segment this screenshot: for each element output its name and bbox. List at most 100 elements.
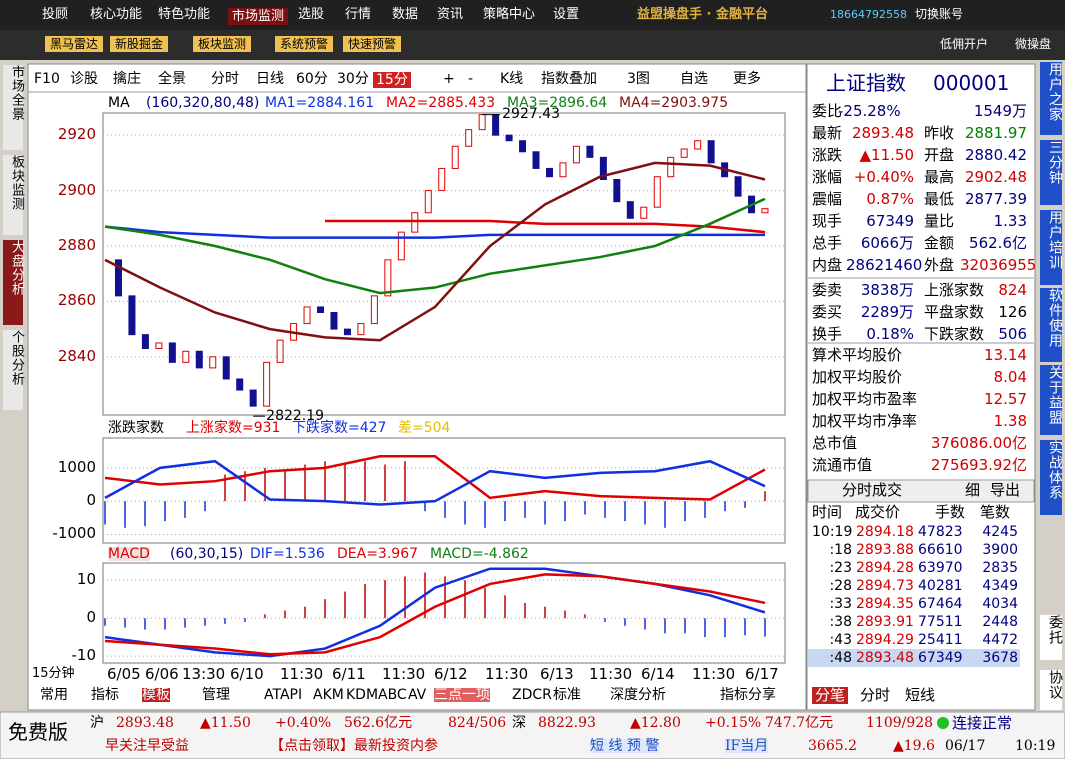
chart-tool[interactable]: 诊股 — [70, 71, 98, 87]
chart-tool[interactable]: 30分 — [337, 71, 369, 87]
toolbar-button[interactable]: 新股掘金 — [110, 36, 169, 52]
trade-count: 4034 — [982, 596, 1018, 612]
quote-tab[interactable]: 分笔 — [812, 687, 849, 704]
q-value: 3838万 — [860, 281, 914, 299]
chart-tool[interactable]: K线 — [500, 71, 524, 87]
chart-tool[interactable]: 更多 — [733, 71, 761, 87]
toolbar-button[interactable]: 黑马雷达 — [45, 36, 104, 52]
indicator-params: (160,320,80,48) — [146, 95, 260, 111]
right-tab[interactable]: 用户培训 — [1040, 210, 1063, 285]
q-value: 13.14 — [984, 346, 1027, 364]
trade-price: 2893.88 — [856, 542, 914, 558]
candle — [263, 361, 271, 407]
right-tab[interactable]: 关于益盟 — [1040, 365, 1063, 435]
right-tab[interactable]: 三分钟 — [1040, 140, 1063, 205]
bottom-tab[interactable]: 深度分析 — [610, 687, 666, 703]
trade-tab[interactable]: 细 — [965, 481, 981, 499]
left-tab[interactable]: 市场全景 — [3, 65, 24, 150]
toolbar-button[interactable]: 快速预警 — [343, 36, 402, 52]
trade-time: :28 — [829, 578, 852, 594]
menu-item[interactable]: 市场监测 — [228, 8, 289, 25]
toolbar-link[interactable]: 低佣开户 — [940, 37, 989, 51]
left-tab[interactable]: 大盘分析 — [3, 240, 24, 325]
left-tab[interactable]: 板块监测 — [3, 155, 24, 235]
bottom-tab[interactable]: 模板 — [142, 687, 170, 703]
bottom-tab[interactable]: ABC — [378, 687, 407, 703]
chart-tool[interactable]: 全景 — [158, 71, 186, 87]
x-tick-label: 13:30 — [182, 665, 226, 683]
bottom-tab[interactable]: ZDCR — [512, 687, 552, 703]
trade-count: 3678 — [982, 650, 1018, 666]
legend: MA4=2903.975 — [619, 95, 729, 111]
toolbar-button[interactable]: 系统预警 — [275, 36, 334, 52]
candle — [370, 295, 378, 325]
bottom-tab[interactable]: 指标分享 — [720, 687, 776, 703]
chart-tool[interactable]: - — [468, 71, 474, 87]
menu-item[interactable]: 策略中心 — [483, 7, 536, 22]
bottom-tab[interactable]: AKM — [313, 687, 344, 703]
bottom-tab[interactable]: 管理 — [202, 687, 230, 703]
q-value: 2289万 — [860, 303, 914, 321]
panel — [102, 437, 786, 544]
legend: DEA=3.967 — [337, 546, 419, 562]
q-value: 275693.92亿 — [930, 456, 1027, 474]
quote-tab[interactable]: 短线 — [905, 686, 936, 704]
menu-item[interactable]: 数据 — [392, 7, 419, 22]
right-tab[interactable]: 软件使用 — [1040, 288, 1063, 362]
q-value: 2893.48 — [851, 124, 914, 142]
q-label: 加权平均市净率 — [812, 412, 918, 430]
chart-tool[interactable]: 擒庄 — [113, 71, 141, 87]
chart-tool[interactable]: 指数叠加 — [541, 71, 597, 87]
bottom-tab[interactable]: 常用 — [40, 687, 68, 703]
bottom-tab[interactable]: 三点一项 — [434, 687, 490, 703]
trade-tab[interactable]: 导出 — [990, 481, 1021, 499]
chart-tool[interactable]: 3图 — [627, 71, 650, 87]
chart-tool[interactable]: 分时 — [211, 71, 239, 87]
q-value: 1.33 — [993, 212, 1027, 230]
candle — [586, 145, 594, 158]
chart-tool[interactable]: 15分 — [373, 72, 411, 88]
index-sh: 562.6亿元 — [344, 715, 413, 731]
left-tab[interactable]: 个股分析 — [3, 330, 24, 410]
chart-tool[interactable]: 自选 — [680, 71, 708, 87]
menu-item[interactable]: 资讯 — [437, 7, 464, 22]
chart-tool[interactable]: F10 — [34, 71, 60, 87]
menu-item[interactable]: 核心功能 — [90, 7, 143, 22]
legend: MA3=2896.64 — [507, 95, 608, 111]
right-tab[interactable]: 实战体系 — [1040, 440, 1063, 515]
right-tab[interactable]: 用户之家 — [1040, 62, 1063, 135]
bottom-tab[interactable]: AV — [408, 687, 427, 703]
toolbar-link[interactable]: 微操盘 — [1015, 37, 1052, 51]
menu-item[interactable]: 选股 — [298, 7, 325, 22]
ticker: 【点击领取】最新投资内参 — [270, 738, 438, 754]
quote-tab[interactable]: 分时 — [860, 686, 891, 704]
menu-item[interactable]: 行情 — [345, 7, 372, 22]
toolbar-button[interactable]: 板块监测 — [193, 36, 252, 52]
right-tab[interactable]: 委托 — [1040, 615, 1063, 660]
switch-account[interactable]: 切换账号 — [915, 7, 964, 21]
candle — [667, 156, 675, 178]
trade-price: 2894.29 — [856, 632, 914, 648]
q-label: 流通市值 — [812, 456, 873, 474]
trade-time: :38 — [829, 614, 852, 630]
menu-item[interactable]: 设置 — [553, 7, 580, 22]
q-label: 涨跌 — [812, 146, 843, 164]
menu-item[interactable]: 投顾 — [42, 7, 69, 22]
panel-title: 涨跌家数 — [108, 420, 164, 436]
chart-tool[interactable]: 60分 — [296, 71, 328, 87]
candle — [411, 212, 419, 233]
candle — [572, 145, 580, 164]
right-tab[interactable]: 协议 — [1040, 670, 1063, 710]
bottom-tab[interactable]: 标准 — [553, 687, 581, 703]
y-tick-label: -1000 — [52, 524, 96, 543]
menu-item[interactable]: 特色功能 — [158, 7, 211, 22]
bottom-tab[interactable]: 指标 — [91, 687, 119, 703]
chart-tool[interactable]: 日线 — [256, 71, 284, 87]
bottom-tab[interactable]: ATAPI — [264, 687, 303, 703]
x-tick-label: 11:30 — [382, 665, 426, 683]
q-label: 最高 — [924, 168, 955, 186]
chart-tool[interactable]: + — [443, 71, 455, 87]
bottom-tab[interactable]: KDM — [346, 687, 379, 703]
trade-vol: 47823 — [918, 524, 963, 540]
row-highlight — [808, 649, 1020, 667]
